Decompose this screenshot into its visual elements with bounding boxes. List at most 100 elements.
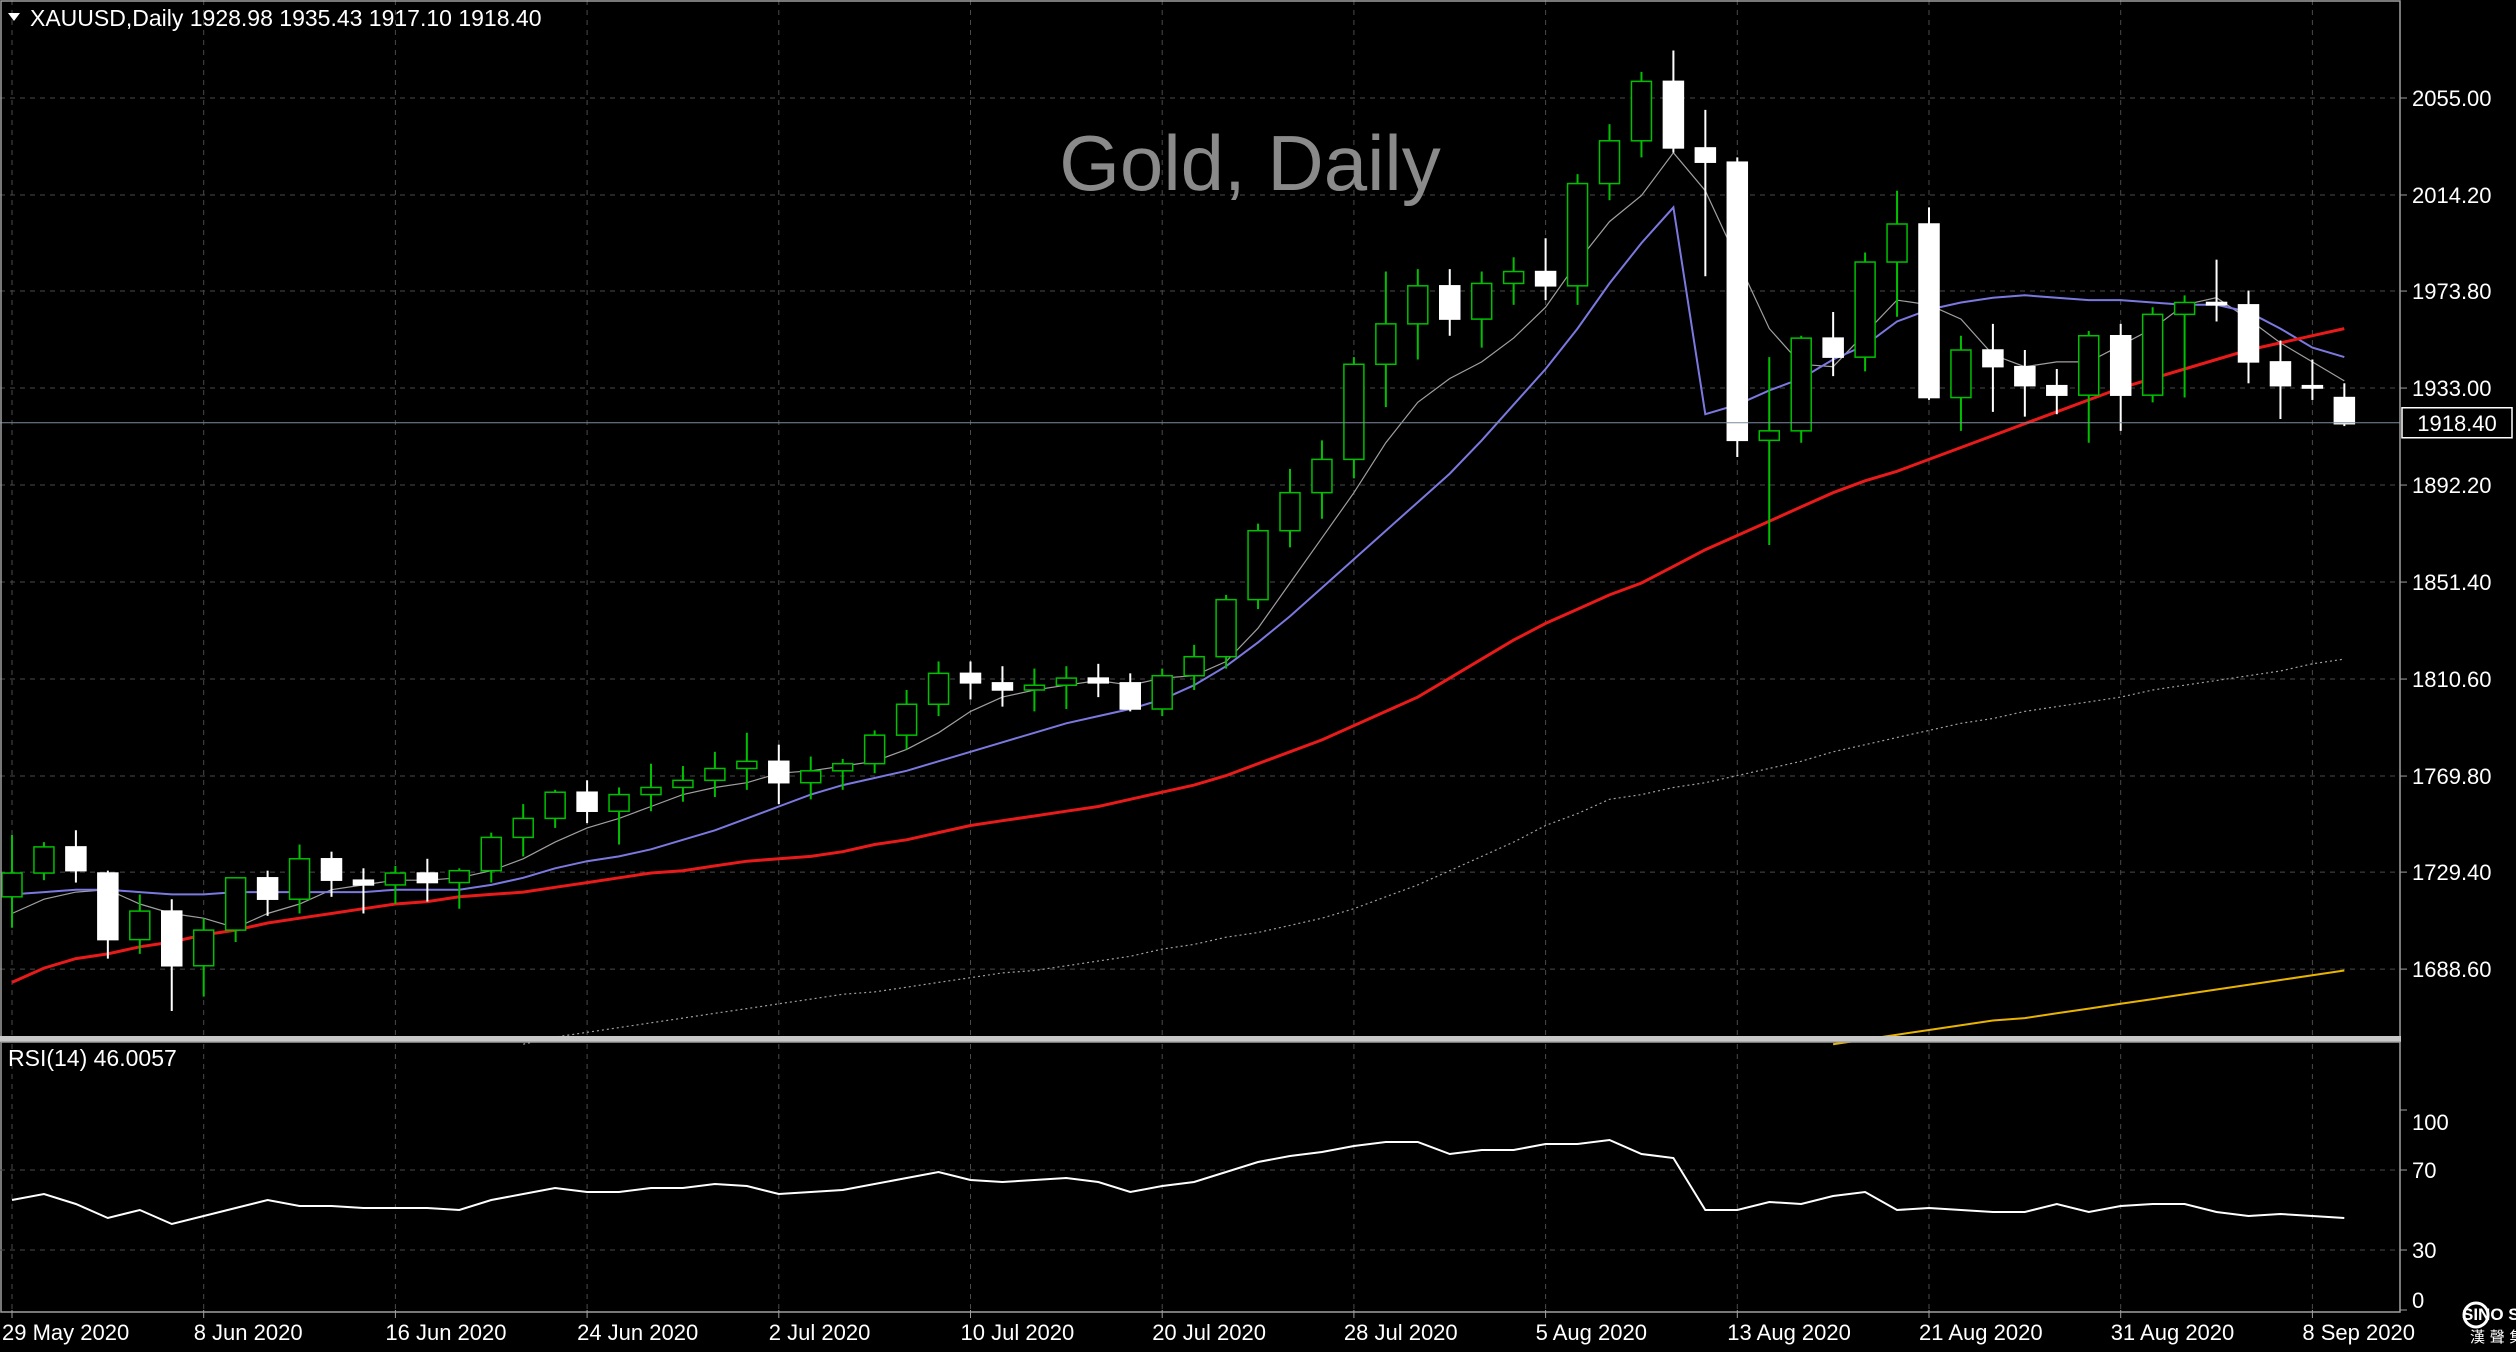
candle (863, 730, 886, 774)
logo-text: SINO SOUND (2462, 1305, 2516, 1324)
bull-candle-body (448, 869, 471, 884)
candle (2078, 330, 2100, 443)
chart-watermark: Gold, Daily (1059, 119, 1440, 207)
candle (1566, 174, 1589, 305)
time-tick-label: 31 Aug 2020 (2111, 1320, 2235, 1345)
time-tick-label: 10 Jul 2020 (961, 1320, 1075, 1345)
candle (1854, 252, 1876, 372)
candle (2046, 369, 2068, 415)
bull-candle-body (895, 703, 918, 736)
bear-candle-body (1918, 223, 1940, 399)
time-tick-label: 8 Jun 2020 (194, 1320, 303, 1345)
bear-candle-body (2046, 384, 2068, 396)
candle (768, 744, 790, 805)
pane-separator[interactable] (0, 1036, 2401, 1042)
candle (1726, 157, 1749, 457)
time-tick-label: 24 Jun 2020 (577, 1320, 698, 1345)
candle (1375, 271, 1397, 408)
bull-candle-body (1151, 674, 1173, 710)
candle (1694, 109, 1717, 277)
bull-candle-body (1470, 282, 1493, 320)
time-tick-label: 5 Aug 2020 (1536, 1320, 1647, 1345)
candle (129, 894, 151, 954)
candle (1918, 207, 1940, 400)
bear-candle-body (768, 760, 790, 784)
candle (1950, 335, 1972, 431)
price-axis: 2055.00 2014.20 1973.80 1933.00 1892.20 1851.… (2400, 86, 2492, 982)
candle (1630, 71, 1653, 158)
price-tick-label: 1851.40 (2412, 570, 2492, 595)
candle (1790, 335, 1812, 443)
bull-candle-body (1407, 285, 1429, 325)
bull-candle-body (480, 836, 502, 872)
time-tick-label: 13 Aug 2020 (1727, 1320, 1851, 1345)
candle (97, 870, 119, 959)
bull-candle-body (1183, 655, 1205, 677)
candle (576, 780, 598, 824)
candle (352, 868, 375, 914)
bull-candle-body (1758, 430, 1780, 442)
bull-candle-body (1598, 140, 1621, 185)
moving-average-line (1832, 969, 2345, 1046)
candle (2173, 295, 2196, 398)
candle (2237, 290, 2260, 384)
candle (1279, 468, 1301, 548)
bull-candle-body (831, 762, 854, 772)
candle (480, 832, 502, 883)
candle (2014, 350, 2036, 417)
logo-subtext: 漢 聲 集 團 (2470, 1328, 2516, 1346)
time-tick-label: 2 Jul 2020 (769, 1320, 871, 1345)
bear-candle-body (65, 846, 87, 872)
sino-sound-logo: SINO SOUND 漢 聲 集 團 (2462, 1301, 2516, 1346)
candle (1662, 50, 1685, 153)
candle (544, 789, 566, 828)
candle (384, 865, 407, 904)
price-tick-label: 2055.00 (2412, 86, 2492, 111)
bull-candle-body (1023, 684, 1046, 691)
candle (161, 899, 183, 1011)
candle (1087, 663, 1110, 698)
bull-candle-body (544, 791, 566, 820)
logo-globe-icon (2462, 1301, 2490, 1329)
bear-candle-body (959, 672, 982, 684)
bull-candle-body (192, 929, 215, 967)
price-grid (0, 97, 2400, 970)
bull-candle-body (1279, 491, 1301, 532)
time-tick-label: 20 Jul 2020 (1152, 1320, 1266, 1345)
bull-candle-body (863, 734, 886, 765)
bear-candle-body (2109, 334, 2132, 396)
bull-candle-body (1566, 182, 1589, 287)
bear-candle-body (1534, 270, 1557, 287)
bull-candle-body (640, 786, 662, 796)
candle (1407, 269, 1429, 360)
price-tick-label: 2014.20 (2412, 183, 2492, 208)
price-tick-label: 1688.60 (2412, 957, 2492, 982)
price-tick-label: 1933.00 (2412, 376, 2492, 401)
bear-candle-body (97, 872, 119, 941)
candle (320, 851, 343, 897)
bull-candle-body (2173, 301, 2196, 316)
rsi-axis: 100 70 30 0 (2400, 1109, 2449, 1313)
triangle-down-icon[interactable] (8, 13, 20, 21)
time-tick-label: 28 Jul 2020 (1344, 1320, 1458, 1345)
moving-average-line (11, 327, 2345, 984)
bull-candle-body (1950, 349, 1972, 399)
candle (1886, 190, 1908, 317)
candle (1822, 311, 1844, 377)
candle (1, 835, 23, 928)
bear-candle-body (2269, 361, 2292, 387)
bull-candle-body (1630, 80, 1653, 142)
candle (1311, 440, 1333, 519)
price-tick-label: 1973.80 (2412, 279, 2492, 304)
bull-candle-body (384, 872, 407, 886)
bull-candle-body (129, 910, 151, 941)
bull-candle-body (1502, 270, 1525, 285)
candle (1247, 523, 1269, 610)
bull-candle-body (1311, 458, 1333, 494)
candle (704, 751, 726, 797)
bear-candle-body (161, 910, 183, 967)
candle (1470, 271, 1493, 348)
candle (2269, 340, 2292, 419)
moving-average-line (11, 205, 2345, 896)
